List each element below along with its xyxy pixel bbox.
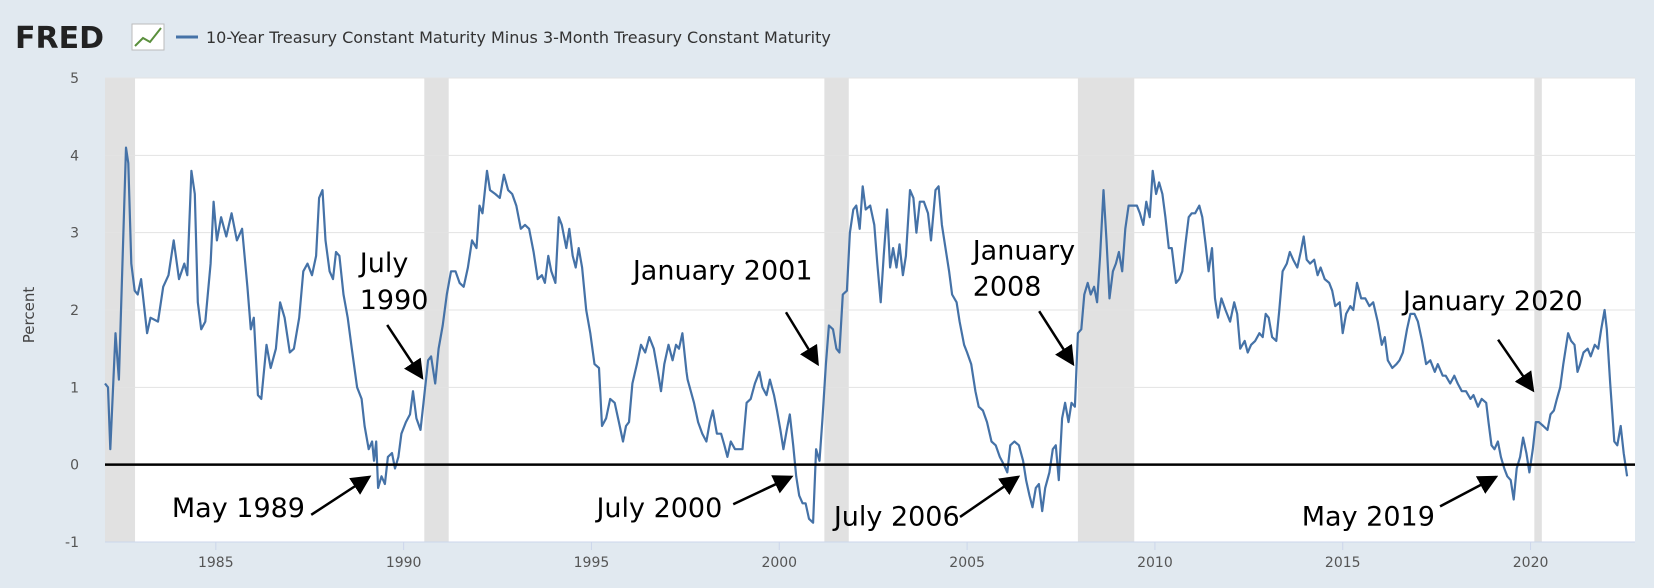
annotation-arrow bbox=[1497, 339, 1535, 393]
x-tick-label: 2015 bbox=[1325, 555, 1361, 571]
legend-label: 10-Year Treasury Constant Maturity Minus… bbox=[206, 28, 831, 47]
y-tick-label: 5 bbox=[70, 71, 79, 87]
annotation-arrow bbox=[732, 475, 794, 506]
annotation-text: July 2006 bbox=[832, 501, 960, 532]
annotation-text: 1990 bbox=[360, 285, 429, 316]
annotation-arrow bbox=[386, 324, 424, 380]
x-tick-label: 2020 bbox=[1513, 555, 1549, 571]
x-tick-label: 1995 bbox=[574, 555, 610, 571]
annotation-text: January 2020 bbox=[1401, 286, 1583, 317]
x-tick-label: 2000 bbox=[761, 555, 797, 571]
y-tick-label: 2 bbox=[70, 303, 79, 319]
annotation-text: January bbox=[971, 236, 1075, 267]
annotation-arrow bbox=[784, 311, 819, 367]
logo-icon-line bbox=[134, 27, 162, 47]
x-tick-label: 1985 bbox=[198, 555, 234, 571]
y-tick-label: 4 bbox=[70, 148, 79, 164]
annotation-text: July 2000 bbox=[594, 493, 722, 524]
annotation-arrow bbox=[310, 475, 372, 516]
x-tick-label: 2005 bbox=[949, 555, 985, 571]
series-line bbox=[104, 146, 1629, 524]
logo: FRED bbox=[15, 21, 104, 56]
x-tick-label: 1990 bbox=[386, 555, 422, 571]
y-axis-label: Percent bbox=[20, 287, 38, 344]
y-tick-label: 1 bbox=[70, 380, 79, 396]
y-tick-label: 3 bbox=[70, 226, 79, 242]
annotation-text: May 1989 bbox=[172, 493, 305, 524]
annotation-text: May 2019 bbox=[1302, 501, 1435, 532]
x-tick-label: 2010 bbox=[1137, 555, 1173, 571]
annotation-text: July bbox=[358, 248, 409, 279]
logo-icon bbox=[131, 23, 165, 51]
annotation-arrow bbox=[1038, 310, 1075, 367]
annotation-arrow bbox=[959, 475, 1021, 518]
annotation-text: 2008 bbox=[973, 271, 1042, 302]
annotation-arrow bbox=[1439, 475, 1499, 508]
y-tick-label: 0 bbox=[70, 458, 79, 474]
annotation-text: January 2001 bbox=[631, 256, 813, 287]
y-tick-label: -1 bbox=[65, 535, 79, 551]
